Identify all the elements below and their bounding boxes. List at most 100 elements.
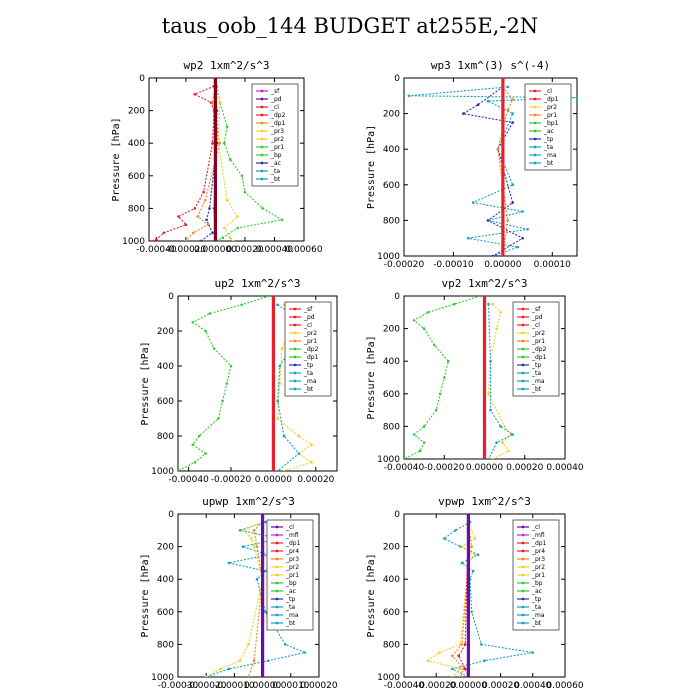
legend-label: _bt — [303, 386, 314, 393]
x-tick-label: 0.00020 — [506, 463, 543, 473]
panel-title: wp3 1xm^(3) s^(-4) — [431, 59, 550, 72]
x-tick-label: -0.00030 — [158, 681, 199, 691]
data-point — [177, 215, 180, 218]
legend-label: _ta — [303, 370, 313, 377]
legend-label: _tp — [531, 596, 541, 603]
legend-label: _pr4 — [285, 548, 299, 555]
y-tick-label: 600 — [383, 608, 400, 618]
data-point — [575, 96, 577, 99]
legend-marker — [521, 307, 525, 311]
legend-label: _bt — [531, 386, 542, 393]
data-point — [191, 443, 195, 447]
data-point — [264, 520, 267, 524]
panel-4: vp2 1xm^2/s^3 0 200 400 600 800 1000-0.00040 -0… — [366, 277, 584, 473]
legend-label: _ma — [531, 378, 545, 385]
data-point — [283, 643, 287, 646]
data-point — [476, 553, 480, 557]
legend-marker — [521, 363, 525, 367]
legend-marker — [275, 581, 279, 585]
x-tick-label: 0.00010 — [534, 260, 571, 270]
legend-label: _ma — [285, 612, 299, 619]
y-axis-label: Pressure [hPa] — [111, 117, 122, 201]
legend-marker — [260, 129, 264, 133]
y-tick-label: 600 — [157, 608, 174, 618]
legend-marker — [260, 121, 264, 125]
legend-marker — [533, 129, 537, 133]
legend-marker — [260, 113, 264, 117]
legend-marker — [521, 347, 525, 351]
x-tick-label: 0.00020 — [297, 475, 334, 485]
panel-title: upwp 1xm^2/s^3 — [202, 495, 295, 508]
data-point — [303, 651, 307, 654]
legend-label: _pr1 — [303, 338, 317, 345]
legend-label: _ta — [270, 168, 280, 175]
data-point — [282, 303, 286, 307]
legend-marker — [293, 355, 297, 359]
data-point — [511, 201, 514, 204]
y-tick-label: 600 — [383, 390, 400, 400]
data-point — [240, 303, 243, 307]
data-point — [487, 457, 490, 459]
data-point — [501, 441, 504, 445]
legend-label: _ac — [531, 588, 542, 595]
data-point — [236, 215, 239, 218]
y-tick-label: 800 — [157, 432, 174, 442]
legend-label: _dp1 — [543, 96, 559, 103]
series-group — [152, 78, 284, 241]
y-axis-label: Pressure [hPa] — [366, 553, 377, 637]
series-group — [204, 514, 307, 677]
legend-label: _pr4 — [531, 548, 545, 555]
legend-label: _pr1 — [531, 338, 545, 345]
data-point — [217, 417, 220, 420]
data-point — [486, 99, 490, 103]
data-point — [487, 302, 490, 306]
data-point — [155, 238, 158, 241]
data-point — [434, 408, 438, 412]
data-point — [466, 675, 470, 677]
data-point — [480, 643, 483, 646]
legend-label: _ta — [531, 370, 541, 377]
legend-label: _pr2 — [531, 330, 545, 337]
data-point — [447, 359, 450, 363]
legend-marker — [293, 307, 297, 311]
data-point — [491, 302, 494, 306]
data-point — [276, 417, 279, 420]
series-group — [407, 78, 577, 256]
legend-label: _mfl — [285, 532, 299, 539]
legend-label: _dp1 — [531, 354, 547, 361]
data-point — [241, 545, 245, 548]
legend-marker — [521, 371, 525, 375]
x-tick-label: 0.00020 — [300, 681, 337, 691]
x-tick-label: 0.00060 — [546, 681, 583, 691]
legend-marker — [275, 613, 279, 617]
data-point — [489, 408, 492, 412]
y-tick-label: 1000 — [151, 673, 174, 683]
data-point — [459, 675, 462, 677]
legend-marker — [293, 331, 297, 335]
legend-marker — [260, 137, 264, 141]
series-line-pr1 — [404, 296, 481, 459]
legend-marker — [260, 161, 264, 165]
x-tick-label: -0.00020 — [424, 463, 465, 473]
plot-frame — [177, 295, 338, 472]
x-tick-label: 0.00020 — [482, 681, 519, 691]
legend-label: _sf — [303, 306, 313, 313]
data-point — [496, 147, 500, 151]
data-point — [212, 347, 216, 350]
data-point — [443, 537, 446, 540]
data-point — [241, 529, 245, 532]
y-tick-label: 1000 — [377, 252, 400, 262]
data-point — [470, 545, 473, 548]
data-point — [196, 215, 199, 218]
data-point — [463, 667, 467, 671]
legend-marker — [533, 153, 537, 157]
legend-label: _dp1 — [270, 120, 286, 127]
y-tick-label: 800 — [383, 216, 400, 226]
y-tick-label: 1000 — [151, 467, 174, 477]
legend-marker — [293, 315, 297, 319]
data-point — [280, 218, 284, 222]
legend-label: _ac — [285, 588, 296, 595]
data-point — [467, 236, 470, 240]
legend-marker — [533, 145, 537, 149]
legend-label: _pd — [270, 96, 282, 103]
